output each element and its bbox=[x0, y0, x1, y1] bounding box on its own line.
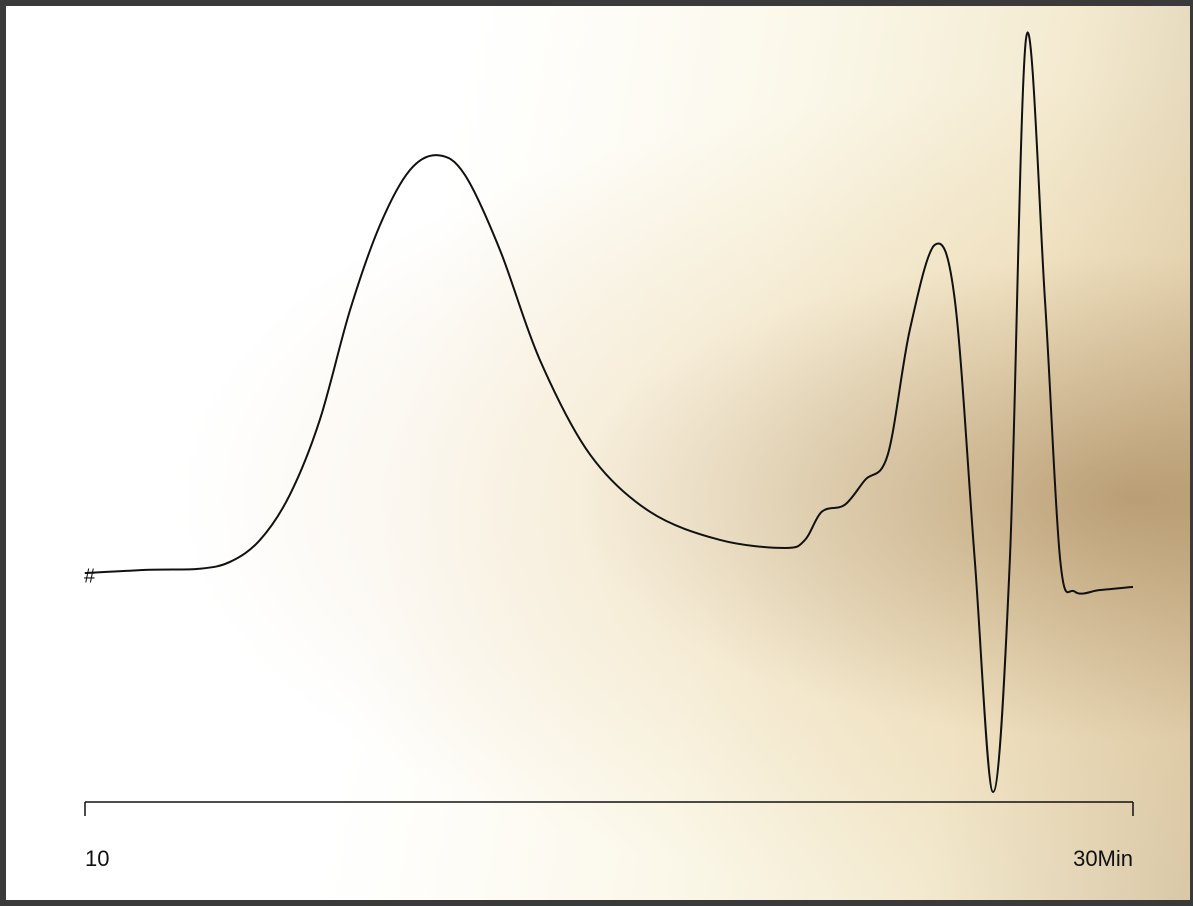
break-mark: # bbox=[84, 565, 96, 587]
x-tick-label: 10 bbox=[85, 846, 109, 871]
x-tick-label: 30Min bbox=[1073, 846, 1133, 871]
trace bbox=[84, 31, 1134, 794]
